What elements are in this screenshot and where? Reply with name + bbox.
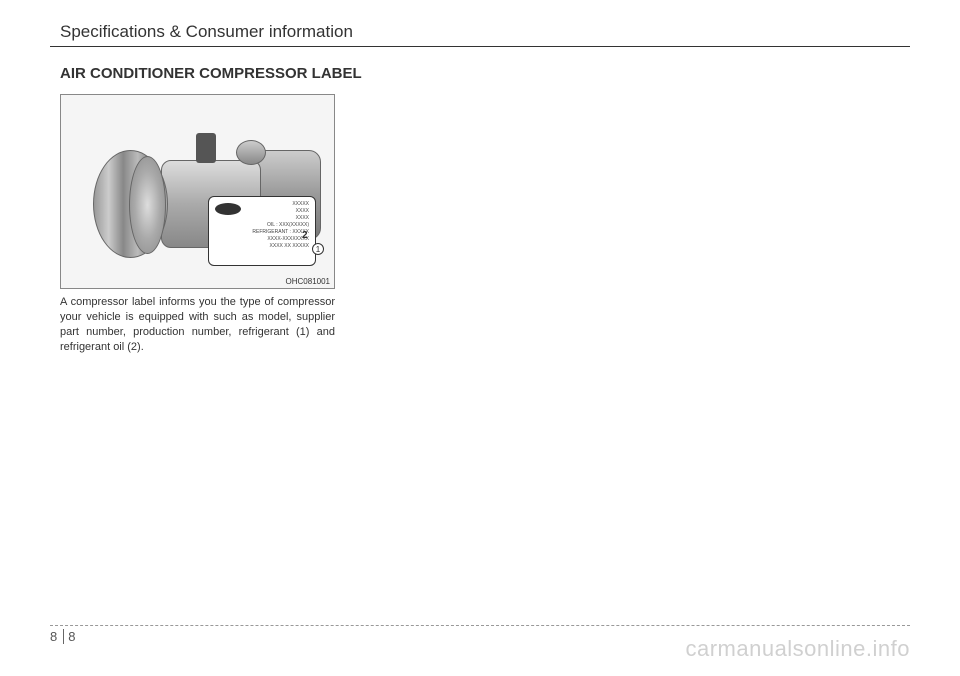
section-title: AIR CONDITIONER COMPRESSOR LABEL: [50, 65, 910, 82]
label-line-3: XXXX: [215, 215, 309, 222]
callout-1: 1: [312, 243, 324, 255]
page-number-section: 8: [50, 629, 64, 644]
header-title: Specifications & Consumer information: [50, 22, 910, 46]
label-line-7: XXXX XX XXXXX: [215, 243, 309, 250]
content-column: XXXXX XXXX XXXX OIL : XXX(XXXXX) REFRIGE…: [50, 94, 335, 354]
compressor-label-box: XXXXX XXXX XXXX OIL : XXX(XXXXX) REFRIGE…: [208, 196, 316, 266]
body-text: A compressor label informs you the type …: [60, 295, 335, 354]
watermark: carmanualsonline.info: [685, 636, 910, 662]
page-container: Specifications & Consumer information AI…: [0, 0, 960, 676]
callout-2: 2: [302, 230, 314, 242]
footer-rule: [50, 625, 910, 626]
compressor-figure: XXXXX XXXX XXXX OIL : XXX(XXXXX) REFRIGE…: [60, 94, 335, 289]
hcc-logo-icon: [215, 203, 241, 215]
compressor-connector: [196, 133, 216, 163]
label-line-6: XXXX-XXXXXXXX: [215, 236, 309, 243]
header-rule: [50, 46, 910, 47]
label-line-5: REFRIGERANT : XXXXX: [215, 229, 309, 236]
figure-id: OHC081001: [286, 277, 330, 286]
compressor-port: [236, 140, 266, 165]
page-number: 8: [64, 629, 75, 644]
label-line-4: OIL : XXX(XXXXX): [215, 222, 309, 229]
compressor-pulley: [93, 150, 168, 258]
